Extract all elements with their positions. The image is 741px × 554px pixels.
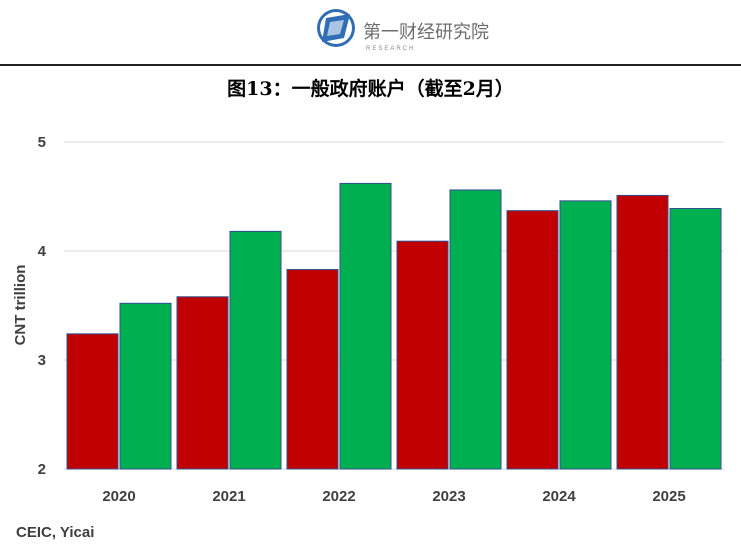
bar-series-1-2021 <box>176 296 229 470</box>
bar-series-2-2025 <box>669 207 722 470</box>
bar-series-1-2020 <box>66 333 119 470</box>
x-tick-label: 2024 <box>542 488 576 505</box>
bar-series-1-2024 <box>506 210 559 470</box>
logo-emblem-icon <box>317 9 355 47</box>
source-note: CEIC, Yicai <box>16 524 95 541</box>
bar-series-1-2025 <box>616 194 669 470</box>
logo: 第一财经研究院 RESEARCH <box>317 9 489 52</box>
bar-series-2-2023 <box>449 189 502 470</box>
x-tick-label: 2022 <box>322 488 355 505</box>
header-divider <box>0 64 741 66</box>
bar-series-1-2022 <box>286 269 339 470</box>
bar-series-2-2024 <box>559 200 612 470</box>
bar-series-1-2023 <box>396 240 449 470</box>
bar-series-2-2020 <box>119 302 172 470</box>
logo-text: 第一财经研究院 <box>363 22 489 42</box>
x-tick-label: 2020 <box>102 488 135 505</box>
x-tick-label: 2023 <box>432 488 465 505</box>
bar-series-2-2022 <box>339 182 392 470</box>
x-tick-label: 2021 <box>212 488 245 505</box>
x-tick-label: 2025 <box>652 488 685 505</box>
y-tick-labels: 2 3 4 5 <box>38 134 47 478</box>
bar-series-2-2021 <box>229 230 282 470</box>
y-tick-label: 4 <box>38 243 47 260</box>
x-tick-labels: 2020 2021 2022 2023 2024 2025 <box>102 488 685 505</box>
bar-chart: 2 3 4 5 2020 2021 2022 2023 2024 2025 CNT trilli… <box>12 134 724 505</box>
logo-subtext: RESEARCH <box>366 46 415 52</box>
y-axis-label: CNT trillion <box>12 265 29 346</box>
gridlines <box>64 141 724 470</box>
chart-title: 图13：一般政府账户（截至2月） <box>227 78 514 100</box>
y-tick-label: 2 <box>38 461 46 478</box>
y-tick-label: 3 <box>38 352 46 369</box>
bars <box>66 182 722 470</box>
y-tick-label: 5 <box>38 134 46 151</box>
